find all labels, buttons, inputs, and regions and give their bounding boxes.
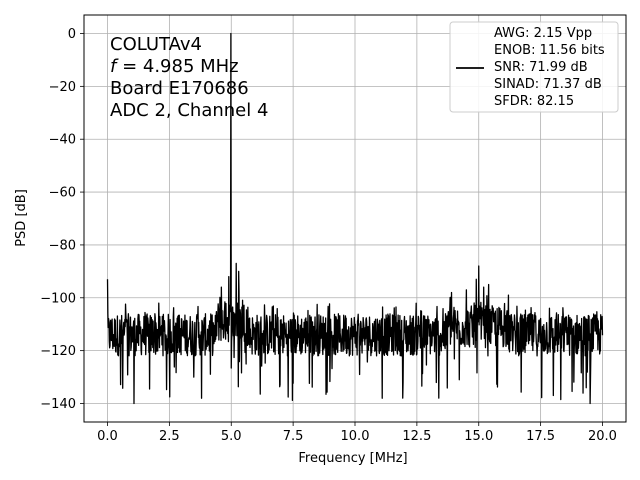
x-axis: 0.0 2.5 5.0 7.5 10.0 12.5 15.0 17.5 20.0	[97, 422, 617, 444]
annotation-line-3: Board E170686	[110, 78, 249, 99]
y-tick-label: −60	[49, 186, 76, 201]
y-tick-label: −80	[49, 238, 76, 253]
y-tick-label: −20	[49, 80, 76, 95]
y-tick-label: −120	[40, 344, 76, 359]
annotation-frequency-value: = 4.985 MHz	[116, 56, 238, 77]
y-tick-label: −40	[49, 133, 76, 148]
x-tick-label: 5.0	[221, 429, 242, 444]
legend-entry-snr: SNR: 71.99 dB	[494, 60, 588, 75]
x-tick-label: 7.5	[283, 429, 304, 444]
psd-series-line	[106, 32, 604, 405]
legend-box	[449, 21, 619, 113]
x-tick-label: 0.0	[97, 429, 118, 444]
legend-entry-sfdr: SFDR: 82.15	[494, 94, 574, 109]
legend-entry-sinad: SINAD: 71.37 dB	[494, 77, 602, 92]
x-axis-label: Frequency [MHz]	[298, 451, 407, 466]
y-tick-label: 0	[68, 27, 76, 42]
x-tick-label: 20.0	[588, 429, 617, 444]
legend: AWG: 2.15 Vpp ENOB: 11.56 bits SNR: 71.9…	[449, 21, 619, 113]
x-tick-label: 15.0	[464, 429, 493, 444]
x-tick-label: 17.5	[526, 429, 555, 444]
y-axis: 0 −20 −40 −60 −80 −100 −120 −140	[40, 27, 84, 412]
annotation-line-2: f = 4.985 MHz	[110, 56, 239, 77]
y-tick-label: −100	[40, 291, 76, 306]
x-tick-label: 2.5	[159, 429, 180, 444]
annotation-line-4: ADC 2, Channel 4	[110, 100, 268, 121]
x-tick-label: 10.0	[341, 429, 370, 444]
y-tick-label: −140	[40, 397, 76, 412]
annotation-line-1: COLUTAv4	[110, 34, 202, 55]
annotation-frequency-symbol: f	[110, 56, 119, 77]
legend-entry-enob: ENOB: 11.56 bits	[494, 43, 605, 58]
annotation: COLUTAv4 f = 4.985 MHz Board E170686 ADC…	[110, 34, 268, 121]
y-axis-label: PSD [dB]	[14, 189, 29, 247]
x-tick-label: 12.5	[402, 429, 431, 444]
legend-entry-awg: AWG: 2.15 Vpp	[494, 26, 592, 41]
series-layer	[106, 32, 604, 405]
